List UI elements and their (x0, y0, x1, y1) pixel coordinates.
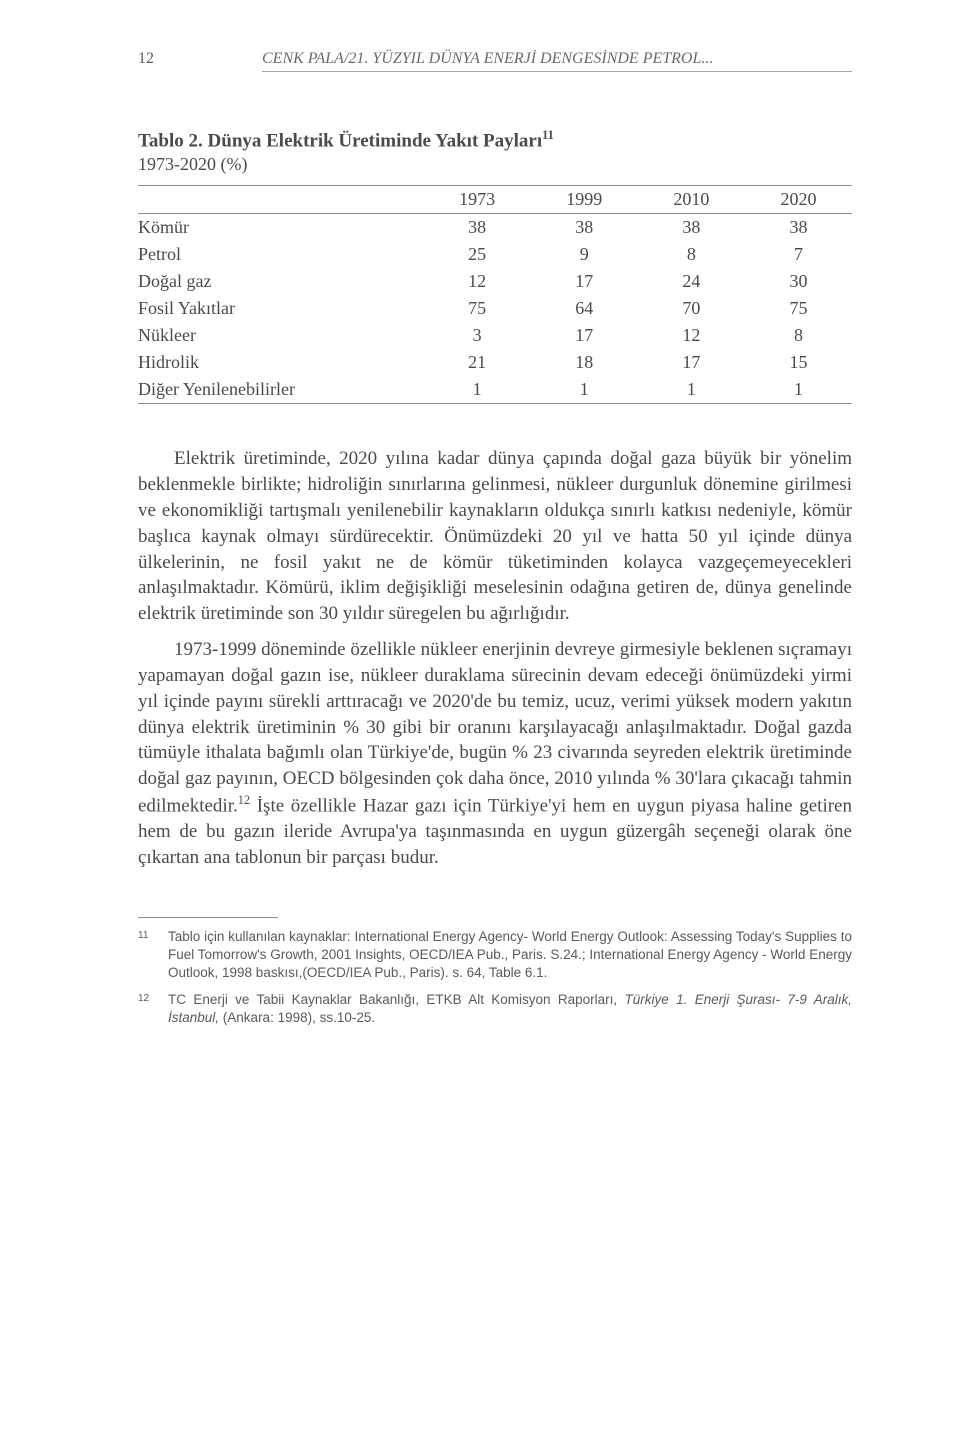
footnote-12: 12 TC Enerji ve Tabii Kaynaklar Bakanlığ… (138, 991, 852, 1027)
table-cell: 8 (745, 322, 852, 349)
table-cell: 21 (424, 349, 531, 376)
footnote-number: 12 (138, 991, 168, 1027)
footnote-11: 11 Tablo için kullanılan kaynaklar: Inte… (138, 928, 852, 983)
table-cell: 8 (638, 241, 745, 268)
table-cell: Fosil Yakıtlar (138, 295, 424, 322)
data-table: 1973 1999 2010 2020 Kömür 38 38 38 38 Pe… (138, 185, 852, 404)
table-cell: 38 (424, 214, 531, 242)
table-cell: 17 (638, 349, 745, 376)
paragraph-2: 1973-1999 döneminde özellikle nükleer en… (138, 637, 852, 871)
table-block: Tablo 2. Dünya Elektrik Üretiminde Yakıt… (138, 128, 852, 404)
table-row: Diğer Yenilenebilirler 1 1 1 1 (138, 376, 852, 404)
table-cell: Kömür (138, 214, 424, 242)
footnote-12-before: TC Enerji ve Tabii Kaynaklar Bakanlığı, … (168, 992, 625, 1007)
table-header-row: 1973 1999 2010 2020 (138, 186, 852, 214)
table-cell: 38 (745, 214, 852, 242)
table-cell: 3 (424, 322, 531, 349)
table-cell: 25 (424, 241, 531, 268)
table-cell: Petrol (138, 241, 424, 268)
paragraph-1: Elektrik üretiminde, 2020 yılına kadar d… (138, 446, 852, 627)
table-cell: 12 (638, 322, 745, 349)
footnote-text: TC Enerji ve Tabii Kaynaklar Bakanlığı, … (168, 991, 852, 1027)
table-cell: 1 (638, 376, 745, 404)
table-header-cell: 2010 (638, 186, 745, 214)
table-header-cell (138, 186, 424, 214)
table-cell: Nükleer (138, 322, 424, 349)
table-cell: 70 (638, 295, 745, 322)
table-cell: 64 (531, 295, 638, 322)
footnote-12-after: (Ankara: 1998), ss.10-25. (219, 1010, 375, 1025)
table-cell: 1 (424, 376, 531, 404)
running-title: CENK PALA/21. YÜZYIL DÜNYA ENERJİ DENGES… (262, 50, 713, 67)
table-title-text: Tablo 2. Dünya Elektrik Üretiminde Yakıt… (138, 130, 542, 151)
table-cell: 38 (638, 214, 745, 242)
table-row: Hidrolik 21 18 17 15 (138, 349, 852, 376)
footnote-rule (138, 917, 278, 918)
table-header-cell: 2020 (745, 186, 852, 214)
table-cell: Hidrolik (138, 349, 424, 376)
footnote-text: Tablo için kullanılan kaynaklar: Interna… (168, 928, 852, 983)
table-row: Nükleer 3 17 12 8 (138, 322, 852, 349)
table-cell: 30 (745, 268, 852, 295)
paragraph-2-sup: 12 (238, 793, 250, 807)
table-row: Kömür 38 38 38 38 (138, 214, 852, 242)
table-row: Petrol 25 9 8 7 (138, 241, 852, 268)
body-text: Elektrik üretiminde, 2020 yılına kadar d… (138, 446, 852, 871)
table-cell: 75 (745, 295, 852, 322)
table-cell: 12 (424, 268, 531, 295)
table-cell: 1 (745, 376, 852, 404)
table-row: Doğal gaz 12 17 24 30 (138, 268, 852, 295)
page: 12 CENK PALA/21. YÜZYIL DÜNYA ENERJİ DEN… (0, 0, 960, 1432)
table-cell: 1 (531, 376, 638, 404)
table-subtitle: 1973-2020 (%) (138, 154, 852, 175)
table-cell: 75 (424, 295, 531, 322)
table-cell: 7 (745, 241, 852, 268)
table-header-cell: 1999 (531, 186, 638, 214)
table-cell: 9 (531, 241, 638, 268)
table-cell: 18 (531, 349, 638, 376)
table-cell: 17 (531, 322, 638, 349)
footnote-number: 11 (138, 928, 168, 983)
table-row: Fosil Yakıtlar 75 64 70 75 (138, 295, 852, 322)
table-title-sup: 11 (542, 128, 554, 142)
table-cell: 38 (531, 214, 638, 242)
running-head: 12 CENK PALA/21. YÜZYIL DÜNYA ENERJİ DEN… (138, 50, 852, 72)
paragraph-2-before: 1973-1999 döneminde özellikle nükleer en… (138, 639, 852, 816)
table-cell: 24 (638, 268, 745, 295)
table-cell: Doğal gaz (138, 268, 424, 295)
page-number: 12 (138, 50, 154, 68)
table-cell: 15 (745, 349, 852, 376)
table-header-cell: 1973 (424, 186, 531, 214)
table-cell: Diğer Yenilenebilirler (138, 376, 424, 404)
table-cell: 17 (531, 268, 638, 295)
running-head-rule (262, 71, 852, 72)
table-title: Tablo 2. Dünya Elektrik Üretiminde Yakıt… (138, 128, 852, 152)
